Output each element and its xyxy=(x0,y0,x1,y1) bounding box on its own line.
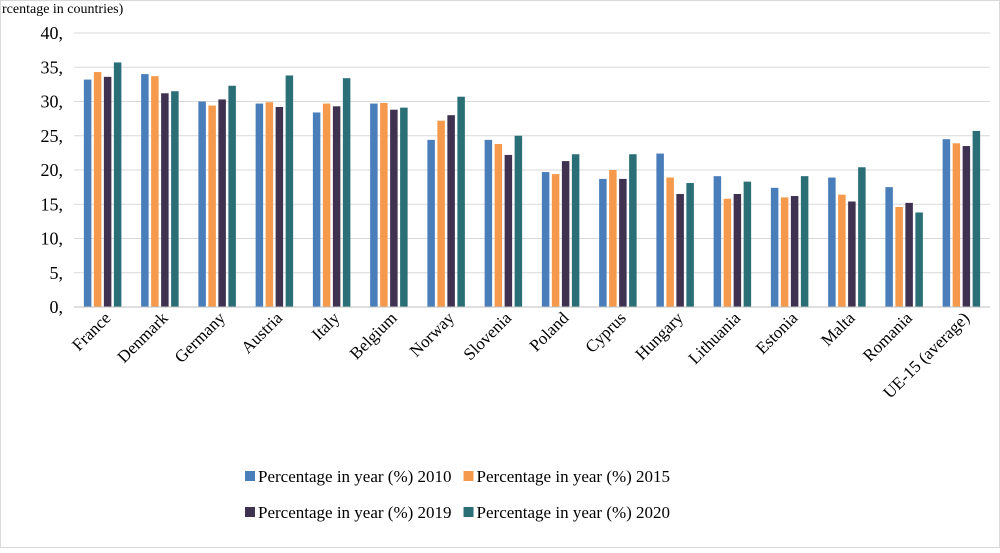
bar xyxy=(733,193,742,307)
bar xyxy=(332,106,341,307)
bar xyxy=(858,167,866,307)
bar xyxy=(457,96,465,307)
bar xyxy=(228,85,236,308)
bar xyxy=(551,174,560,307)
bar xyxy=(723,198,732,307)
bar xyxy=(161,93,169,307)
bar xyxy=(828,177,836,307)
bar xyxy=(103,76,112,307)
bars xyxy=(83,62,981,308)
bar xyxy=(942,139,951,307)
y-axis-tick-labels: 0, 5, 10, 15, 20, 25, 30, 35, 40, xyxy=(41,23,64,317)
bar xyxy=(370,103,378,308)
bar xyxy=(541,172,550,307)
bar xyxy=(800,176,809,307)
bar xyxy=(312,112,321,308)
partial-title: rcentage in countries) xyxy=(2,2,124,17)
bar xyxy=(848,201,856,307)
bar xyxy=(151,76,159,307)
y-tick-label: 25, xyxy=(41,126,64,146)
bar xyxy=(676,193,684,307)
bar xyxy=(484,139,493,307)
legend-label: Percentage in year (%) 2020 xyxy=(477,503,671,522)
bar xyxy=(770,187,779,307)
bar xyxy=(790,196,799,307)
legend: Percentage in year (%) 2010 Percentage in… xyxy=(245,467,670,522)
bar xyxy=(255,103,264,308)
bar xyxy=(83,79,92,307)
y-tick-label: 5, xyxy=(50,263,64,283)
bar xyxy=(198,101,206,307)
bar xyxy=(838,194,846,307)
bar xyxy=(285,75,294,307)
bar xyxy=(905,202,913,307)
legend-swatch xyxy=(463,471,474,481)
y-tick-label: 35, xyxy=(41,57,64,77)
bar xyxy=(962,146,971,307)
bar xyxy=(400,107,408,307)
legend-item: Percentage in year (%) 2010 xyxy=(245,467,452,486)
bar xyxy=(342,78,351,308)
bar xyxy=(437,120,445,308)
legend-item: Percentage in year (%) 2019 xyxy=(245,503,452,522)
bar xyxy=(447,115,455,307)
legend-item: Percentage in year (%) 2015 xyxy=(463,467,671,486)
bar xyxy=(141,74,149,307)
y-tick-label: 20, xyxy=(41,160,64,180)
y-tick-label: 40, xyxy=(41,23,64,43)
bar xyxy=(915,212,923,307)
legend-swatch xyxy=(245,507,255,517)
bar xyxy=(561,161,570,307)
bar xyxy=(599,178,607,307)
bar xyxy=(895,206,903,307)
bar xyxy=(208,105,216,307)
bar xyxy=(380,102,388,308)
legend-label: Percentage in year (%) 2010 xyxy=(258,467,452,486)
bar xyxy=(390,109,398,307)
bar xyxy=(494,143,503,307)
y-tick-label: 10, xyxy=(41,229,64,249)
bar xyxy=(952,143,961,307)
y-tick-label: 30, xyxy=(41,92,64,112)
legend-label: Percentage in year (%) 2019 xyxy=(258,503,452,522)
bar xyxy=(218,99,226,307)
gridlines xyxy=(74,32,990,274)
bar xyxy=(427,139,435,307)
bar xyxy=(629,154,637,307)
y-tick-label: 15, xyxy=(41,194,64,214)
legend-swatch xyxy=(245,471,255,481)
bar xyxy=(686,183,694,307)
bar xyxy=(514,135,523,307)
legend-item: Percentage in year (%) 2020 xyxy=(463,503,671,522)
bar xyxy=(666,177,674,307)
bar xyxy=(171,91,179,307)
bar xyxy=(265,102,274,307)
bar xyxy=(609,170,617,307)
bar xyxy=(571,154,580,307)
bar xyxy=(780,197,789,307)
bar xyxy=(275,106,284,307)
legend-label: Percentage in year (%) 2015 xyxy=(477,467,671,486)
legend-swatch xyxy=(463,507,474,517)
bar xyxy=(504,154,513,307)
bar xyxy=(113,62,122,307)
bar xyxy=(656,153,664,307)
bar xyxy=(972,130,981,307)
bar xyxy=(93,72,102,307)
bar xyxy=(885,187,893,307)
bar xyxy=(619,178,627,307)
bar xyxy=(743,181,752,307)
bar xyxy=(322,103,331,308)
y-tick-label: 0, xyxy=(50,297,64,317)
bar xyxy=(713,176,722,307)
